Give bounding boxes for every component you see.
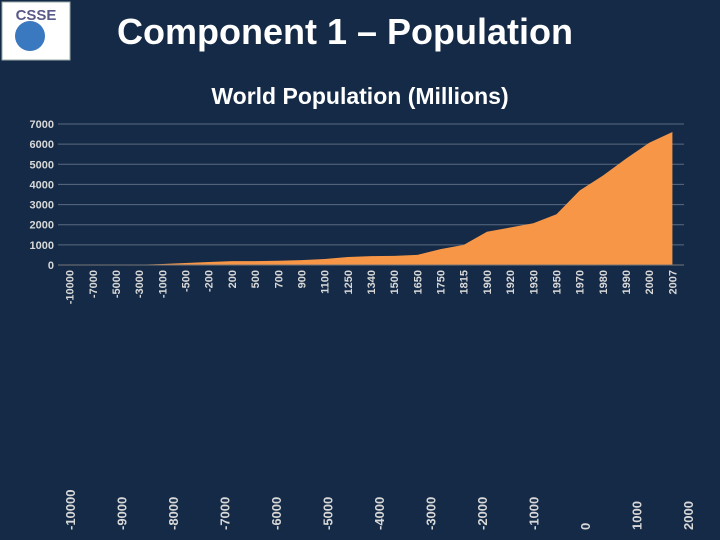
y-tick-label: 6000 <box>30 139 54 151</box>
x-tick-label: -10000 <box>65 270 77 304</box>
x-tick-label: 200 <box>227 270 239 288</box>
x2-tick-label: -10000 <box>63 490 78 530</box>
x-tick-label: 1340 <box>366 270 378 294</box>
x2-tick-label: -7000 <box>218 497 233 530</box>
x-tick-label: 2007 <box>667 270 679 294</box>
logo-globe <box>15 21 45 51</box>
area <box>69 132 673 265</box>
slide-title: Component 1 – Population <box>117 11 573 52</box>
x2-tick-label: 1000 <box>630 501 645 530</box>
x-tick-label: -5000 <box>111 270 123 298</box>
x2-tick-label: -9000 <box>115 497 130 530</box>
x2-tick-label: 2000 <box>681 501 696 530</box>
x-tick-label: 1970 <box>575 270 587 294</box>
x2-tick-label: -8000 <box>166 497 181 530</box>
x-tick-label: 1980 <box>598 270 610 294</box>
logo-text: CSSE <box>16 7 57 24</box>
x-tick-label: 1930 <box>528 270 540 294</box>
x-tick-label: -3000 <box>134 270 146 298</box>
x-tick-label: 500 <box>250 270 262 288</box>
x2-tick-label: -5000 <box>321 497 336 530</box>
x2-tick-label: -3000 <box>424 497 439 530</box>
chart-title: World Population (Millions) <box>211 83 508 109</box>
x-tick-label: 1950 <box>551 270 563 294</box>
x2-tick-label: -4000 <box>372 497 387 530</box>
x2-tick-label: -2000 <box>475 497 490 530</box>
x2-tick-label: -6000 <box>269 497 284 530</box>
x-tick-label: 1920 <box>505 270 517 294</box>
y-tick-label: 0 <box>48 260 54 272</box>
x-tick-label: -200 <box>204 270 216 292</box>
x-tick-label: -1000 <box>157 270 169 298</box>
y-tick-label: 4000 <box>30 179 54 191</box>
x-tick-label: 1900 <box>482 270 494 294</box>
x-tick-label: 1250 <box>343 270 355 294</box>
x-tick-label: 700 <box>273 270 285 288</box>
x-tick-label: 1650 <box>412 270 424 294</box>
x-tick-label: 1750 <box>436 270 448 294</box>
x-tick-label: 1100 <box>320 270 332 294</box>
x-tick-label: 2000 <box>644 270 656 294</box>
y-tick-label: 3000 <box>30 200 54 212</box>
x2-tick-label: 0 <box>578 523 593 530</box>
y-tick-label: 5000 <box>30 159 54 171</box>
x-tick-label: -7000 <box>88 270 100 298</box>
x-tick-label: 900 <box>296 270 308 288</box>
y-tick-label: 1000 <box>30 240 54 252</box>
y-tick-label: 7000 <box>30 119 54 131</box>
y-tick-label: 2000 <box>30 220 54 232</box>
x-tick-label: 1500 <box>389 270 401 294</box>
x-tick-label: -500 <box>181 270 193 292</box>
x-tick-label: 1815 <box>459 270 471 294</box>
x-tick-label: 1990 <box>621 270 633 294</box>
x2-tick-label: -1000 <box>527 497 542 530</box>
